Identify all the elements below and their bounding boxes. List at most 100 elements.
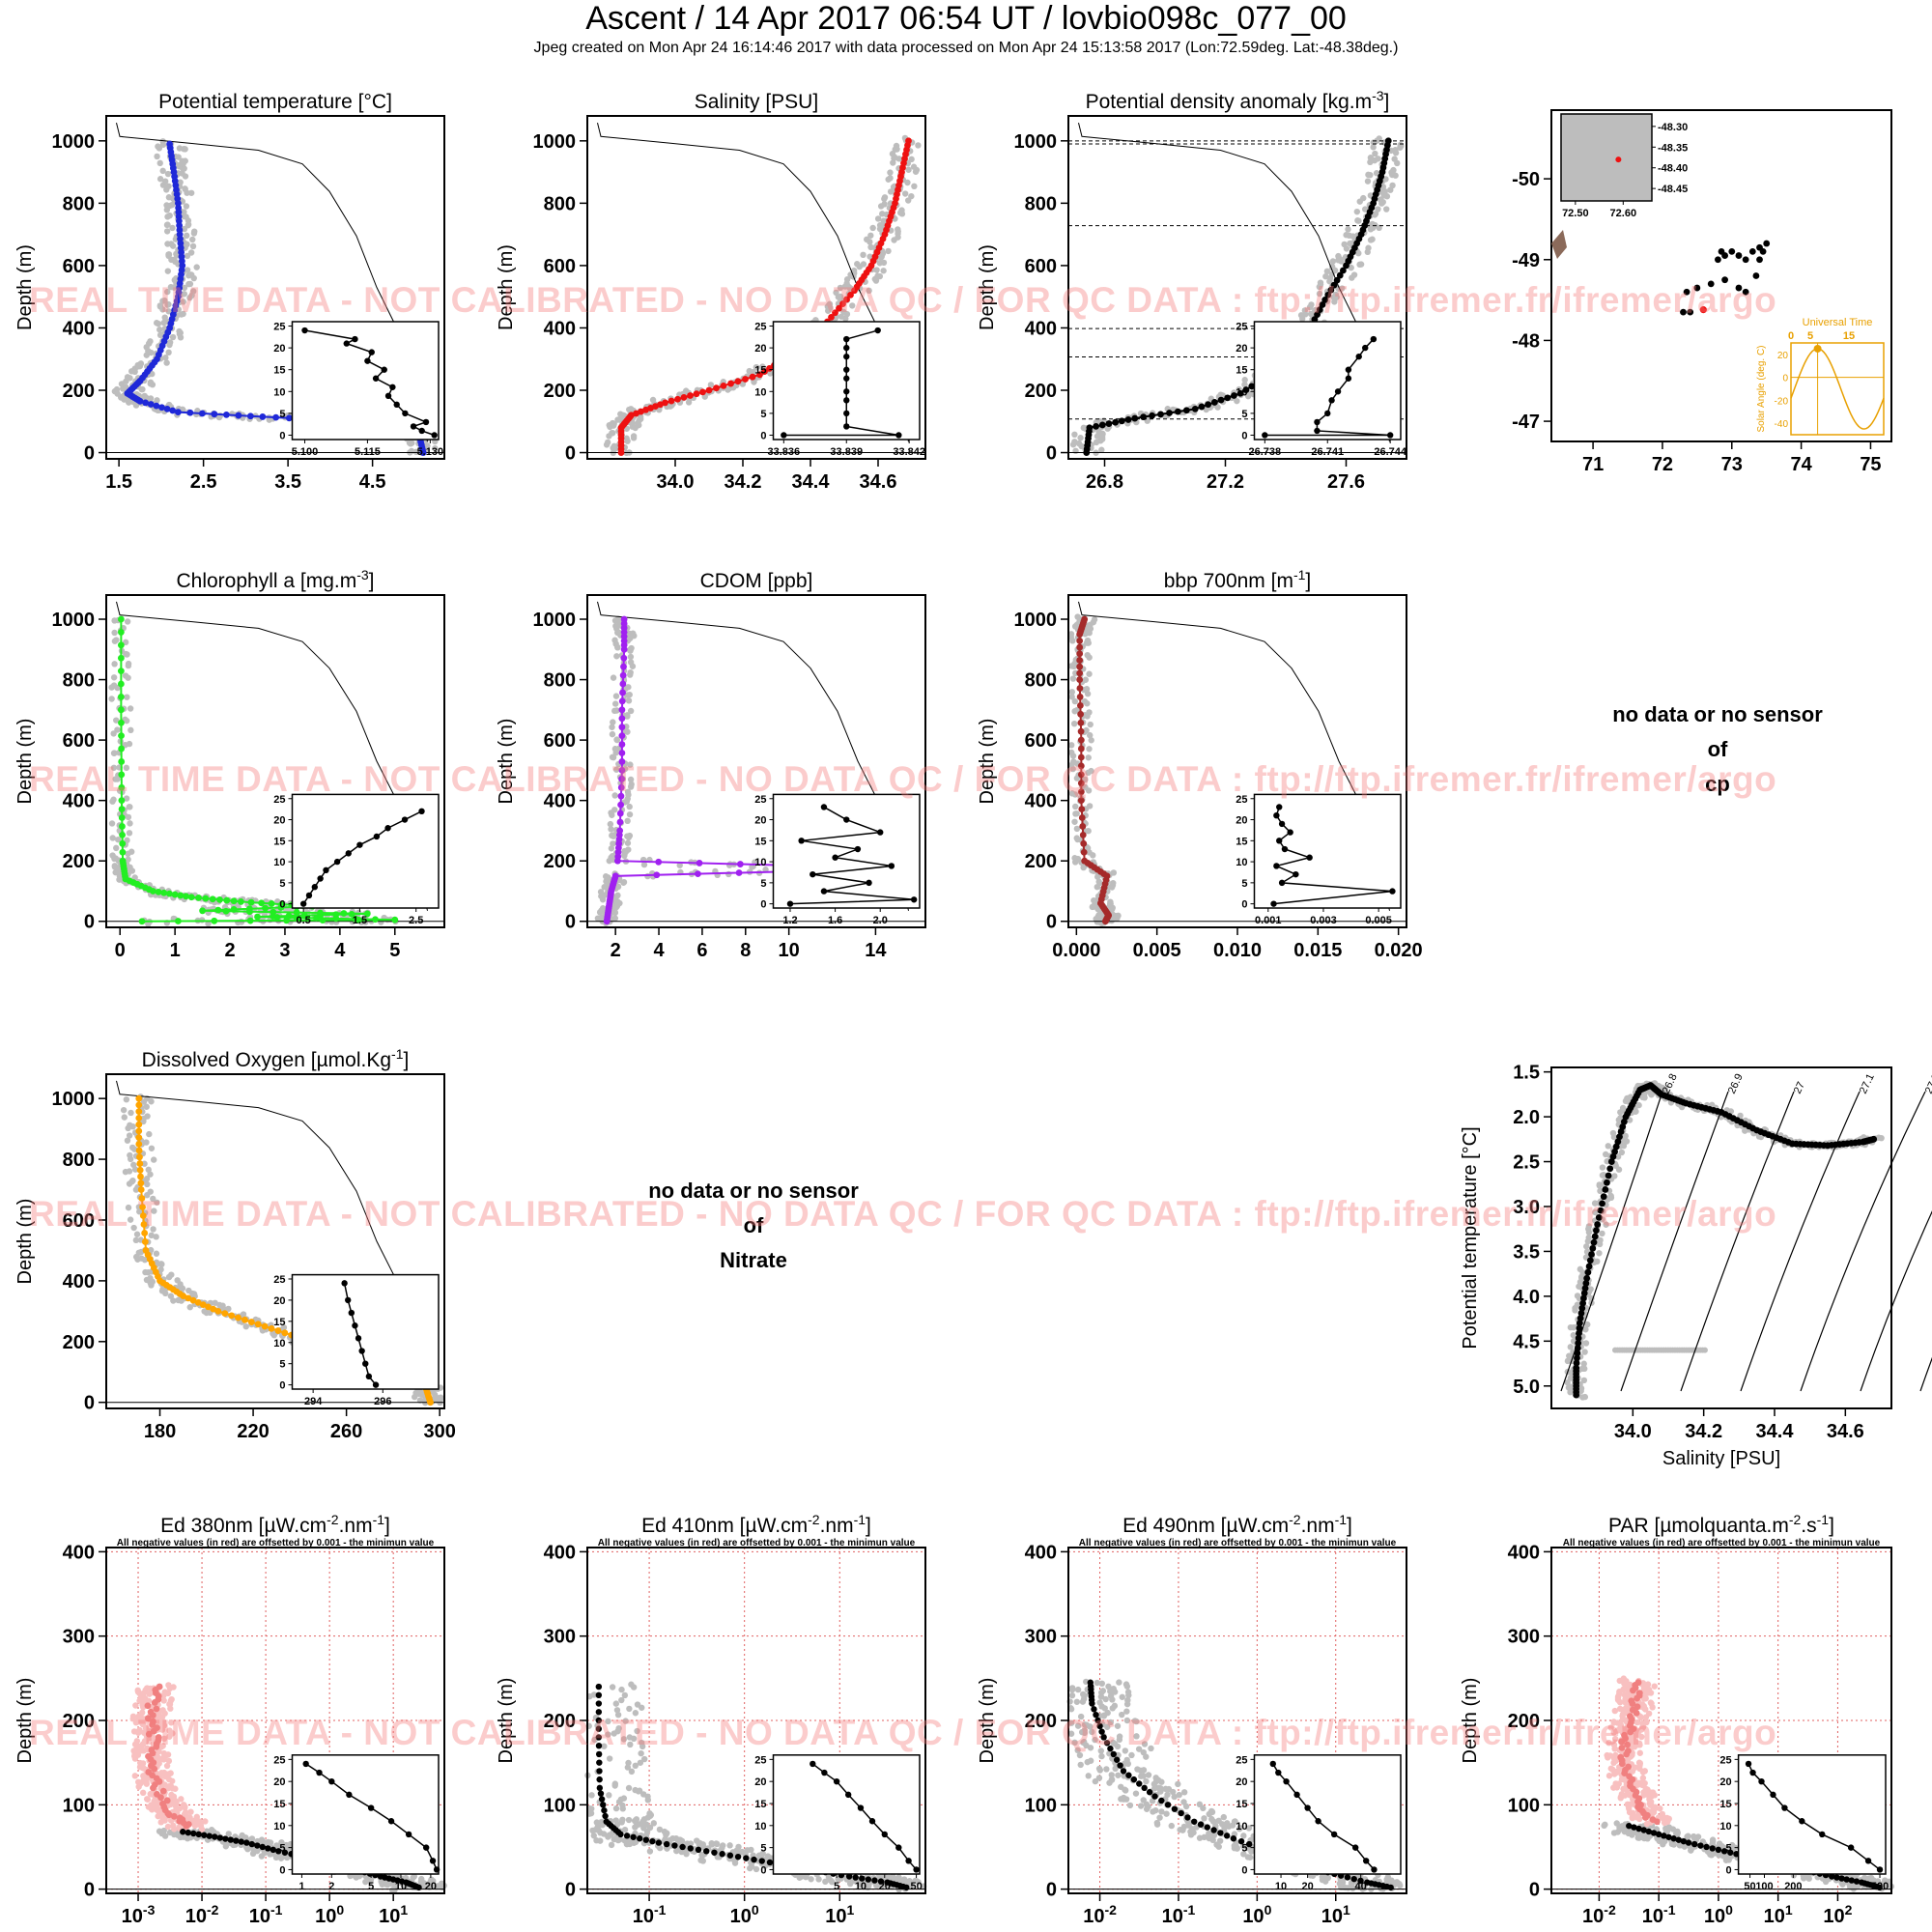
- sal-inset-point: [843, 366, 850, 373]
- dens-inset-ytick-label: 10: [1236, 386, 1247, 398]
- sal-climatology-dot: [872, 277, 880, 284]
- temp-series-point: [259, 413, 267, 420]
- bbp-climatology-dot: [1074, 613, 1081, 620]
- sal-climatology-dot: [893, 142, 900, 150]
- ed380-negative-cloud-dot: [161, 1781, 168, 1788]
- sal-series-point: [674, 395, 681, 403]
- map-zoom-xtick-label: 72.60: [1610, 208, 1637, 219]
- ts-series-point: [1586, 1257, 1594, 1264]
- cdom-inset-point: [798, 838, 805, 844]
- oxy-climatology-dot: [148, 1145, 156, 1151]
- ts-isopycnal: [1620, 1091, 1729, 1392]
- cdom-climatology-dot: [628, 781, 635, 788]
- temp-inset-ytick-label: 15: [273, 365, 285, 377]
- dens-climatology-dot: [1355, 249, 1362, 257]
- ed380-inset-xtick-label: 1: [298, 1881, 304, 1892]
- chla-climatology-dot: [114, 836, 122, 843]
- chla-series-point: [363, 910, 371, 918]
- temp-climatology-dot: [160, 319, 167, 327]
- temp-climatology-dot: [164, 221, 171, 228]
- ed380-inset-xtick-label: 20: [425, 1881, 437, 1892]
- bbp-inset-ytick-label: 20: [1236, 815, 1247, 827]
- map-xtick-label: 71: [1582, 454, 1604, 475]
- cdom-climatology-dot: [627, 635, 634, 641]
- ed410-climatology-dot: [672, 1834, 680, 1842]
- chla-climatology-dot: [113, 717, 120, 724]
- temp-climatology-dot: [432, 444, 439, 452]
- temp-frame: [105, 115, 445, 460]
- cdom-inset-frame: [772, 793, 921, 909]
- ts-isopycnal: [1860, 1210, 1932, 1392]
- ts-xlabel: Salinity [PSU]: [1662, 1448, 1780, 1469]
- sal-xtick-label: 34.4: [792, 471, 831, 493]
- ed380-series-point: [206, 1833, 213, 1839]
- bbp-series-point: [1080, 848, 1088, 856]
- dens-ylabel: Depth (m): [977, 244, 998, 330]
- ed410-climatology-dot: [694, 1837, 700, 1844]
- oxy-climatology-dot: [146, 1130, 153, 1138]
- map-zoom-ytick-label: -48.35: [1658, 142, 1688, 154]
- bbp-series-point: [1077, 771, 1085, 779]
- dens-climatology-dot: [1397, 141, 1404, 149]
- oxy-series-point: [139, 1212, 147, 1219]
- ed380-negative-cloud-dot: [132, 1702, 139, 1709]
- ts-climatology-dot: [1580, 1377, 1588, 1384]
- chla-climatology-dot: [123, 795, 130, 802]
- chla-series-point: [245, 905, 253, 913]
- temp-climatology-dot: [175, 154, 182, 160]
- ed380-negative-point: [163, 1797, 171, 1804]
- cdom-series-point: [655, 858, 663, 866]
- cdom-inset-point: [888, 863, 895, 869]
- chla-inset-xtick-label: 0.5: [297, 915, 311, 926]
- sal-inset-point: [843, 397, 850, 404]
- chla-climatology-dot: [109, 835, 116, 841]
- sal-series-point: [749, 373, 756, 381]
- cdom-series-point: [619, 680, 627, 688]
- chla-series-point: [118, 732, 125, 740]
- cdom-climatology-dot: [611, 637, 618, 643]
- dens-climatology-dot: [1350, 233, 1356, 240]
- oxy-climatology-dot: [127, 1216, 134, 1223]
- oxy-series-point: [242, 1316, 248, 1323]
- dens-climatology-dot: [1347, 240, 1353, 247]
- ed380-climatology-dot: [418, 1875, 425, 1883]
- oxy-climatology-dot: [157, 1266, 164, 1273]
- chla-series-point: [214, 906, 222, 914]
- bbp-inset-xtick-label: 0.001: [1255, 915, 1282, 926]
- cdom-climatology-dot: [621, 847, 628, 855]
- oxy-ytick-label: 400: [63, 1271, 95, 1293]
- oxy-xtick-label: 300: [423, 1421, 455, 1442]
- chla-series-point: [166, 890, 173, 897]
- temp-inset-point: [431, 432, 438, 439]
- ed380-negative-cloud-dot: [168, 1695, 175, 1703]
- ed380-inset-ytick-label: 10: [273, 1821, 285, 1833]
- bbp-climatology-dot: [1071, 791, 1079, 798]
- temp-climatology-dot: [193, 264, 200, 270]
- chla-climatology-dot: [108, 684, 115, 691]
- bbp-inset-point: [1270, 900, 1277, 907]
- cdom-climatology-dot: [640, 861, 648, 868]
- oxy-series-point: [185, 1294, 192, 1302]
- oxy-climatology-dot: [121, 1114, 128, 1121]
- ed380-negative-cloud-dot: [139, 1789, 147, 1797]
- sal-series-point: [699, 388, 706, 396]
- cdom-climatology-dot: [626, 832, 634, 839]
- sal-series-point: [742, 376, 749, 383]
- ed380-inset-point: [422, 1844, 430, 1851]
- oxy-climatology-dot: [151, 1208, 157, 1214]
- sal-inset-point: [843, 344, 850, 352]
- dens-climatology-dot: [1098, 430, 1106, 437]
- sun-curve: [1790, 348, 1885, 430]
- chla-series-point: [268, 900, 275, 907]
- chla-series-point: [340, 910, 348, 917]
- ed380-series-point: [201, 1832, 208, 1838]
- cdom-series-point: [696, 860, 703, 867]
- map-ytick-label: -48: [1512, 330, 1540, 352]
- cdom-inset-ytick-label: 0: [760, 899, 766, 911]
- dens-xtick-label: 27.6: [1327, 471, 1365, 493]
- ed410-climatology-dot: [593, 1819, 601, 1826]
- oxy-series-point: [140, 1221, 148, 1228]
- bbp-series-point: [1078, 806, 1086, 812]
